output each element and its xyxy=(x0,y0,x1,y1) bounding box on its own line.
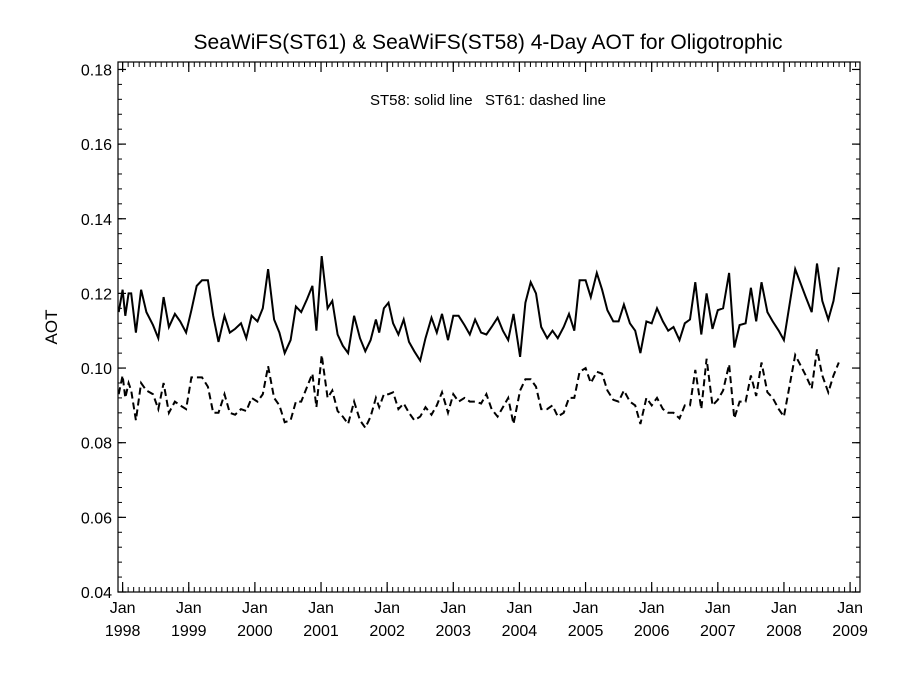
line-style-annotation: ST58: solid line ST61: dashed line xyxy=(370,92,606,109)
x-tick-year-label: 2000 xyxy=(237,623,273,640)
x-tick-month-label: Jan xyxy=(242,600,268,617)
x-axis: Jan 1998 Jan 1999 Jan 2000 Jan 2001 Jan 2002 Jan 20… xyxy=(105,62,868,640)
x-tick-month-label: Jan xyxy=(507,600,533,617)
x-tick-month-label: Jan xyxy=(837,600,863,617)
x-tick-month-label: Jan xyxy=(705,600,731,617)
x-tick-year-label: 2003 xyxy=(435,623,471,640)
x-tick-month-label: Jan xyxy=(771,600,797,617)
y-tick-label: 0.04 xyxy=(81,585,112,602)
x-tick-month-label: Jan xyxy=(639,600,665,617)
x-tick-month-label: Jan xyxy=(176,600,202,617)
plot-frame xyxy=(117,61,861,593)
x-tick-year-label: 2007 xyxy=(700,623,736,640)
x-tick-month-label: Jan xyxy=(110,600,136,617)
x-tick-year-label: 2008 xyxy=(766,623,802,640)
x-tick-year-label: 2002 xyxy=(369,623,405,640)
y-tick-label: 0.08 xyxy=(81,436,112,453)
x-tick-month-label: Jan xyxy=(308,600,334,617)
y-axis: 0.04 0.06 0.08 0.10 0.12 0.14 0.16 0.18 xyxy=(81,62,860,602)
y-axis-label: AOT xyxy=(42,310,61,345)
chart-title: SeaWiFS(ST61) & SeaWiFS(ST58) 4-Day AOT … xyxy=(194,31,783,54)
x-tick-year-label: 2006 xyxy=(634,623,670,640)
y-tick-label: 0.16 xyxy=(81,137,112,154)
series-layer xyxy=(117,255,840,430)
x-tick-month-label: Jan xyxy=(573,600,599,617)
y-tick-label: 0.14 xyxy=(81,212,112,229)
y-tick-label: 0.10 xyxy=(81,361,112,378)
series-line-st58 xyxy=(117,255,840,364)
y-tick-label: 0.18 xyxy=(81,62,112,79)
y-tick-label: 0.12 xyxy=(81,286,112,303)
x-tick-month-label: Jan xyxy=(440,600,466,617)
series-line-st61 xyxy=(117,349,840,430)
x-tick-year-label: 2009 xyxy=(832,623,868,640)
x-tick-year-label: 2004 xyxy=(502,623,538,640)
x-tick-month-label: Jan xyxy=(374,600,400,617)
x-tick-year-label: 2005 xyxy=(568,623,604,640)
x-tick-year-label: 2001 xyxy=(303,623,339,640)
x-tick-year-label: 1998 xyxy=(105,623,141,640)
y-tick-label: 0.06 xyxy=(81,510,112,527)
x-tick-year-label: 1999 xyxy=(171,623,207,640)
